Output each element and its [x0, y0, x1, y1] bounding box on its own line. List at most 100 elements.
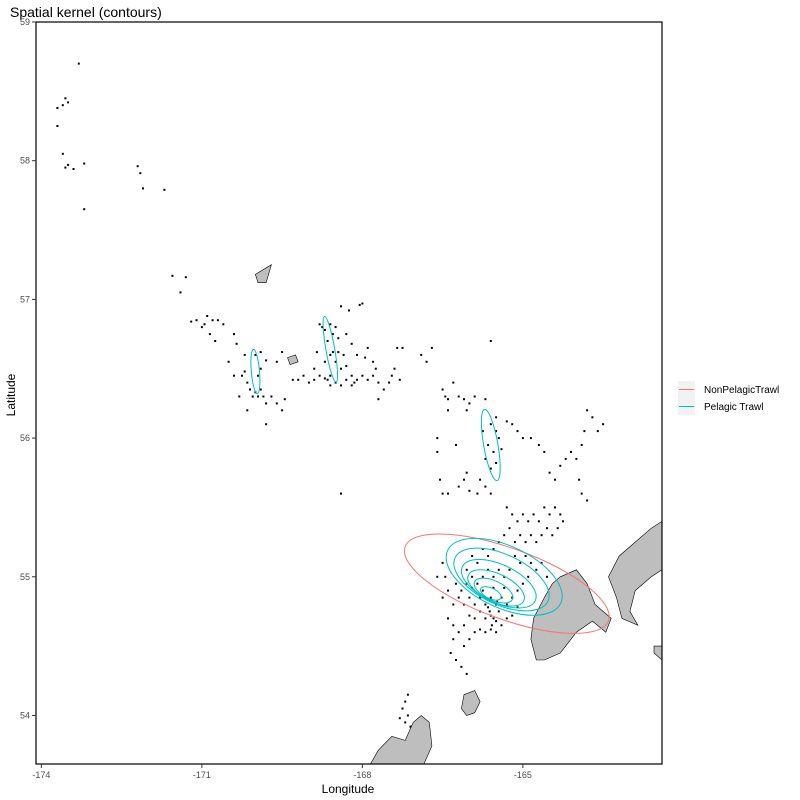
- data-point: [331, 333, 334, 336]
- data-point: [447, 617, 449, 620]
- data-point: [484, 398, 487, 401]
- data-point: [455, 444, 457, 446]
- data-point: [529, 561, 532, 564]
- data-point: [591, 416, 594, 419]
- contour-line: [473, 577, 514, 604]
- data-point: [580, 444, 583, 446]
- data-point: [83, 208, 86, 211]
- data-point: [398, 378, 401, 381]
- landmass: [653, 645, 662, 661]
- data-point: [409, 725, 412, 728]
- data-point: [465, 471, 468, 474]
- data-point: [257, 374, 259, 377]
- landmass: [530, 569, 612, 661]
- contour-line: [479, 586, 502, 601]
- data-point: [348, 309, 350, 312]
- x-tick-label: -168: [353, 770, 371, 780]
- data-point: [281, 409, 284, 412]
- data-point: [463, 398, 465, 401]
- data-point: [516, 520, 519, 523]
- data-point: [404, 721, 407, 724]
- data-point: [326, 378, 329, 381]
- data-point: [67, 101, 70, 104]
- data-point: [283, 398, 286, 401]
- data-point: [318, 323, 321, 326]
- plot-border: [35, 21, 663, 765]
- data-point: [473, 617, 476, 620]
- data-point: [436, 437, 439, 440]
- data-point: [406, 693, 409, 696]
- data-point: [487, 555, 490, 557]
- data-point: [505, 506, 508, 509]
- data-point: [265, 423, 268, 426]
- contour-line: [250, 348, 261, 395]
- data-point: [513, 541, 516, 544]
- data-point: [537, 444, 540, 446]
- data-point: [465, 568, 468, 571]
- data-point: [275, 360, 278, 363]
- data-point: [350, 374, 353, 377]
- data-point: [484, 603, 487, 606]
- data-point: [302, 374, 305, 377]
- data-point: [243, 353, 246, 356]
- data-point: [323, 377, 326, 380]
- data-point: [535, 541, 538, 544]
- data-point: [323, 360, 326, 363]
- data-point: [481, 589, 484, 592]
- data-point: [495, 631, 498, 634]
- data-point: [233, 333, 235, 336]
- data-point: [540, 561, 543, 564]
- data-point: [329, 384, 332, 387]
- data-point: [337, 351, 340, 354]
- data-point: [492, 617, 495, 620]
- data-point: [452, 603, 455, 606]
- data-point: [556, 527, 559, 530]
- legend: NonPelagicTrawl Pelagic Trawl: [678, 381, 779, 415]
- data-point: [56, 125, 59, 127]
- data-point: [350, 342, 353, 345]
- contour-line: [453, 547, 550, 612]
- data-point: [455, 659, 457, 661]
- data-point: [468, 614, 471, 617]
- data-point: [476, 492, 479, 495]
- data-point: [559, 464, 562, 467]
- data-point: [307, 381, 310, 384]
- contour-layer: [250, 315, 610, 634]
- data-point: [521, 437, 524, 440]
- data-point: [337, 337, 340, 340]
- data-point: [457, 596, 460, 599]
- data-point: [334, 326, 337, 329]
- data-point: [495, 620, 498, 623]
- data-point: [596, 430, 599, 433]
- data-point: [500, 624, 503, 627]
- data-point: [543, 450, 546, 453]
- data-point: [583, 430, 586, 433]
- data-point: [238, 395, 241, 398]
- data-point: [214, 340, 217, 342]
- data-point: [420, 353, 423, 356]
- data-point: [447, 409, 449, 412]
- data-point: [254, 353, 257, 356]
- data-point: [353, 381, 356, 384]
- data-point: [246, 381, 249, 384]
- data-point: [452, 381, 455, 384]
- data-point: [361, 302, 364, 305]
- y-tick-label: 57: [20, 294, 30, 304]
- data-point: [524, 541, 527, 544]
- data-point: [64, 97, 67, 100]
- data-point: [479, 628, 482, 631]
- data-point: [492, 548, 495, 550]
- data-point: [452, 638, 455, 641]
- data-point: [511, 513, 514, 516]
- data-point: [490, 624, 493, 627]
- plot-area: [36, 22, 662, 764]
- legend-label: Pelagic Trawl: [704, 402, 763, 413]
- data-point: [481, 548, 484, 550]
- data-point: [473, 631, 476, 634]
- data-point: [562, 520, 564, 523]
- data-point: [492, 450, 495, 453]
- data-point: [358, 303, 361, 306]
- data-point: [233, 374, 235, 377]
- data-point: [473, 395, 476, 398]
- data-point: [243, 370, 246, 373]
